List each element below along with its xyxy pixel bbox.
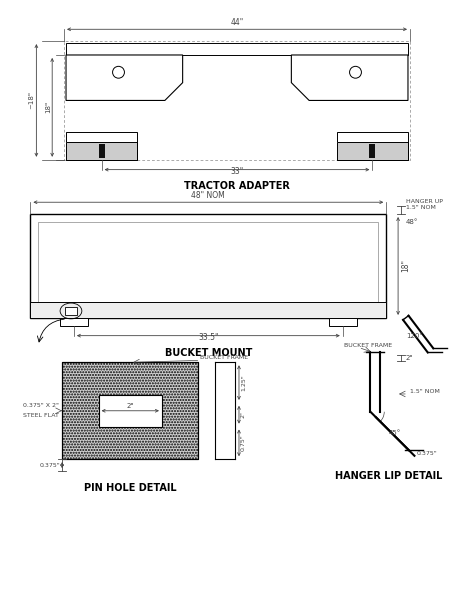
Text: 18": 18"	[45, 101, 51, 113]
Text: 48°: 48°	[406, 219, 419, 225]
Text: 2": 2"	[127, 403, 134, 409]
Text: 0.375": 0.375"	[39, 463, 60, 468]
Text: PIN HOLE DETAIL: PIN HOLE DETAIL	[84, 483, 177, 493]
Text: BUCKET MOUNT: BUCKET MOUNT	[164, 348, 252, 357]
Text: 44": 44"	[230, 18, 244, 28]
Bar	[62, 362, 199, 459]
Bar	[99, 395, 162, 427]
Text: HANGER UP: HANGER UP	[406, 199, 443, 204]
Bar	[65, 307, 77, 315]
Text: STEEL FLAT: STEEL FLAT	[23, 413, 59, 418]
Bar	[38, 222, 378, 310]
Text: TRACTOR ADAPTER: TRACTOR ADAPTER	[184, 181, 290, 191]
Text: 0.375": 0.375"	[417, 451, 438, 455]
Text: 2": 2"	[406, 356, 413, 362]
Bar	[66, 43, 408, 55]
Bar	[30, 302, 386, 318]
Bar	[64, 41, 410, 160]
Bar	[60, 318, 88, 326]
Bar	[369, 144, 375, 158]
Text: HANGER LIP DETAIL: HANGER LIP DETAIL	[335, 471, 442, 481]
Polygon shape	[292, 55, 408, 101]
Text: 0.375" X 2": 0.375" X 2"	[23, 403, 59, 408]
Text: ~18": ~18"	[28, 91, 35, 110]
Bar	[66, 142, 137, 160]
Circle shape	[113, 66, 125, 78]
Text: 2": 2"	[241, 411, 246, 418]
Bar	[337, 142, 408, 160]
Text: 45°: 45°	[388, 430, 401, 436]
Text: 1.5" NOM: 1.5" NOM	[410, 389, 440, 395]
Polygon shape	[66, 55, 182, 101]
Bar	[62, 362, 199, 459]
Bar	[329, 318, 356, 326]
Text: 1.5" NOM: 1.5" NOM	[406, 205, 436, 210]
Text: 0.75": 0.75"	[241, 435, 246, 451]
Bar	[66, 132, 137, 160]
Text: 1.25": 1.25"	[241, 374, 246, 391]
Bar	[99, 144, 105, 158]
Bar	[66, 142, 137, 160]
Circle shape	[349, 66, 361, 78]
Text: 120°: 120°	[406, 333, 423, 338]
Text: 33": 33"	[230, 167, 244, 175]
Bar	[337, 132, 408, 160]
Text: BUCKET FRAME: BUCKET FRAME	[201, 356, 248, 360]
Text: 48" NOM: 48" NOM	[191, 191, 225, 200]
Bar	[30, 214, 386, 318]
Text: BUCKET FRAME: BUCKET FRAME	[344, 343, 392, 348]
Bar	[337, 142, 408, 160]
Text: 33.5": 33.5"	[198, 333, 219, 341]
Text: 18": 18"	[401, 259, 410, 273]
